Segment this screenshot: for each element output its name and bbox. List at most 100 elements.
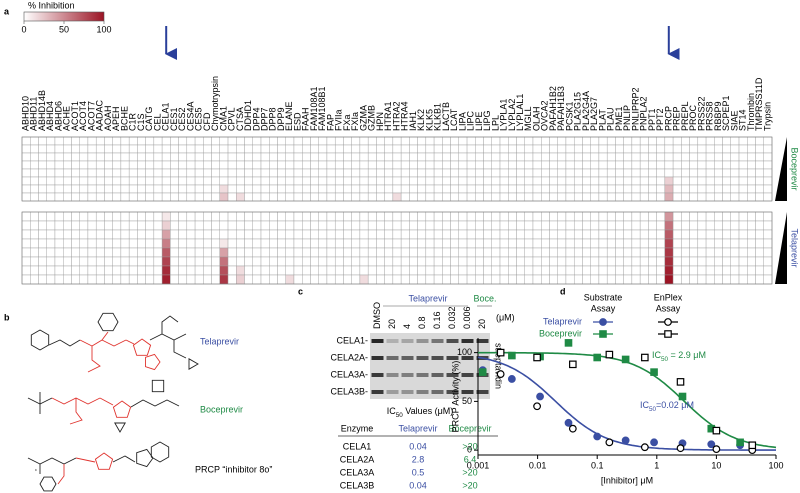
heatmap-cell [466, 265, 476, 276]
heatmap-cell [623, 238, 633, 249]
heatmap-cell [582, 247, 591, 258]
enzyme-label: ABHD4 [45, 101, 55, 131]
heatmap-cell [631, 274, 641, 285]
heatmap-cell [302, 238, 311, 249]
heatmap-cell [722, 274, 731, 285]
heatmap-cell [672, 176, 682, 186]
heatmap-cell [483, 144, 492, 154]
heatmap-cell [236, 144, 245, 154]
heatmap-cell [211, 274, 221, 285]
heatmap-cell [334, 136, 344, 146]
heatmap-cell [417, 265, 427, 276]
heatmap-cell [46, 144, 56, 154]
heatmap-cell [400, 184, 410, 194]
heatmap-cell [532, 229, 542, 240]
heatmap-cell [79, 144, 89, 154]
heatmap-cell [194, 265, 204, 276]
drug-label: Telaprevir [790, 228, 800, 267]
heatmap-cell [145, 136, 155, 146]
heatmap-cell [63, 238, 72, 249]
heatmap-cell [104, 192, 113, 202]
heatmap-cell [697, 238, 707, 249]
heatmap-cell [615, 247, 624, 258]
heatmap-cell [252, 247, 262, 258]
heatmap-cell [87, 152, 97, 162]
heatmap-cell [161, 144, 171, 154]
heatmap-cell [145, 265, 155, 276]
heatmap-cell [541, 168, 550, 178]
heatmap-cell [755, 220, 764, 231]
structure-bond [87, 346, 101, 373]
gel-band [476, 339, 489, 343]
heatmap-cell [392, 211, 402, 222]
heatmap-cell [293, 211, 303, 222]
heatmap-cell [648, 265, 657, 276]
heatmap-cell [46, 192, 56, 202]
heatmap-cell [120, 144, 130, 154]
heatmap-cell [400, 211, 410, 222]
heatmap-cell [763, 274, 773, 285]
heatmap-cell [516, 144, 525, 154]
heatmap-cell [656, 229, 666, 240]
heatmap-cell [433, 152, 443, 162]
x-tick-label: 100 [768, 460, 783, 470]
heatmap-cell [565, 136, 575, 146]
band-label: CELA2A- [330, 352, 368, 362]
heatmap-cell [450, 274, 460, 285]
heatmap-cell [219, 247, 229, 258]
heatmap-cell [54, 144, 64, 154]
heatmap-cell [227, 238, 237, 249]
heatmap-cell [87, 176, 97, 186]
heatmap-cell [730, 192, 740, 202]
heatmap-cell [730, 144, 740, 154]
heatmap-cell [466, 247, 476, 258]
heatmap-cell [285, 176, 295, 186]
enzyme-label: FXa [342, 114, 352, 131]
heatmap-cell [63, 256, 72, 267]
heatmap-cell [30, 176, 39, 186]
heatmap-cell [203, 168, 212, 178]
panel-letter: c [298, 286, 303, 296]
heatmap-cell [376, 247, 385, 258]
heatmap-cell [730, 274, 740, 285]
heatmap-cell [367, 168, 377, 178]
heatmap-cell [137, 160, 146, 170]
heatmap-cell [483, 247, 492, 258]
heatmap-cell [623, 265, 633, 276]
heatmap-cell [755, 274, 764, 285]
heatmap-cell [302, 176, 311, 186]
data-point [641, 353, 649, 362]
heatmap-cell [738, 192, 748, 202]
heatmap-cell [227, 136, 237, 146]
heatmap-cell [71, 265, 80, 276]
heatmap-cell [483, 192, 492, 202]
heatmap-cell [145, 176, 155, 186]
heatmap-cell [606, 256, 616, 267]
heatmap-cell [623, 176, 633, 186]
heatmap-cell [549, 256, 558, 267]
heatmap-cell [648, 168, 657, 178]
heatmap-cell [524, 144, 534, 154]
enzyme-label: LYPLAL1 [515, 94, 525, 131]
heatmap-cell [219, 229, 229, 240]
heatmap-cell [400, 176, 410, 186]
heatmap-cell [681, 220, 690, 231]
heatmap-cell [747, 256, 756, 267]
heatmap-cell [747, 274, 756, 285]
heatmap-cell [334, 229, 344, 240]
heatmap-cell [557, 247, 567, 258]
heatmap-cell [747, 184, 756, 194]
heatmap-cell [153, 220, 163, 231]
heatmap-cell [236, 238, 245, 249]
heatmap-cell [392, 184, 402, 194]
heatmap-cell [318, 274, 328, 285]
heatmap-cell [79, 152, 89, 162]
heatmap-cell [747, 152, 756, 162]
heatmap-cell [112, 229, 122, 240]
heatmap-cell [681, 247, 690, 258]
structure-bond [130, 399, 180, 408]
heatmap-cell [310, 168, 319, 178]
heatmap-cell [450, 256, 460, 267]
heatmap-cell [260, 211, 270, 222]
heatmap-cell [541, 160, 550, 170]
